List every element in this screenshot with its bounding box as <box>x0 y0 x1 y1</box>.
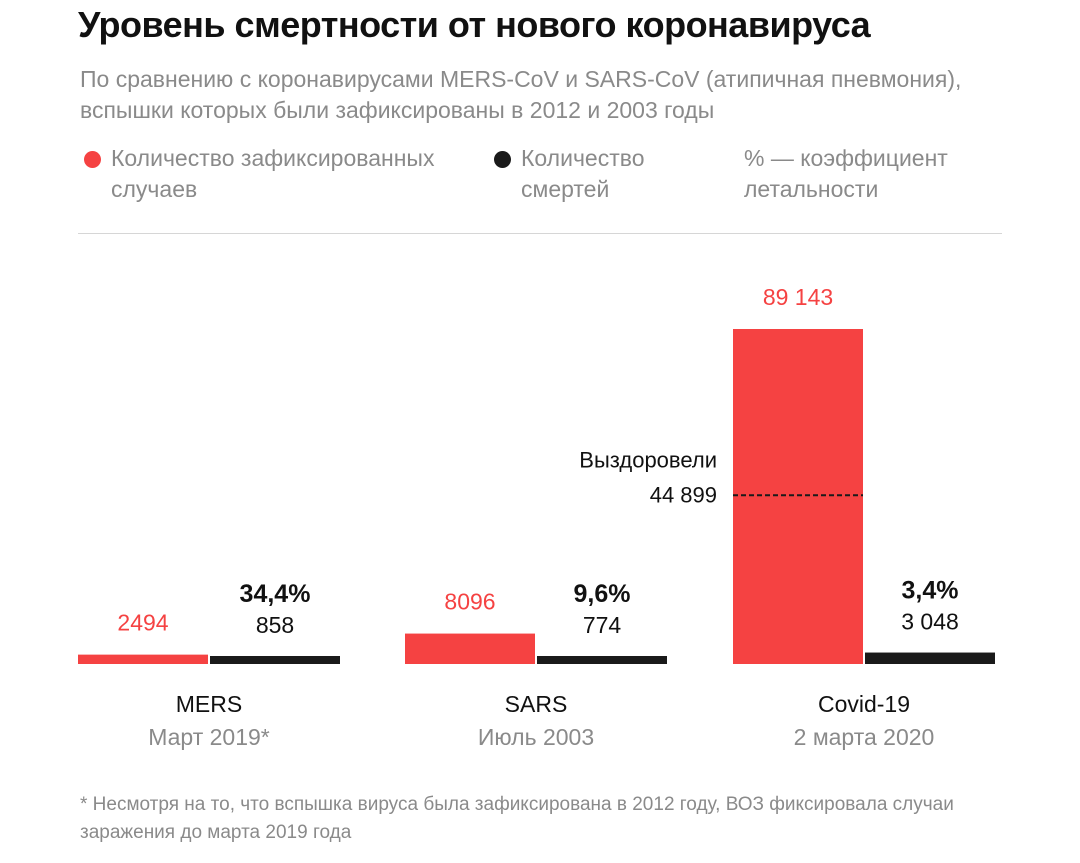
legend-dot-deaths <box>494 151 511 168</box>
data-label-deaths: 858 <box>256 612 294 638</box>
data-label-rate: 9,6% <box>574 580 631 608</box>
data-label-rate: 3,4% <box>902 577 959 605</box>
bar-deaths-sars <box>537 656 667 664</box>
category-label: SARS <box>505 691 568 717</box>
bar-cases-mers <box>78 654 208 664</box>
legend-item-deaths: Количество смертей <box>494 143 721 205</box>
legend-item-rate: % — коэффициент летальности <box>744 143 1004 205</box>
bar-deaths-mers <box>210 656 340 664</box>
data-label-rate: 34,4% <box>240 580 311 608</box>
footnote: * Несмотря на то, что вспышка вируса был… <box>80 794 954 843</box>
bar-cases-sars <box>405 633 535 664</box>
category-date-label: 2 марта 2020 <box>794 724 935 750</box>
category-label: MERS <box>176 691 242 717</box>
data-label-cases: 8096 <box>444 589 495 615</box>
legend-label-deaths: Количество смертей <box>521 145 645 202</box>
legend-label-cases: Количество зафиксированных случаев <box>111 145 435 202</box>
bar-deaths-covid-19 <box>865 652 995 664</box>
chart-subtitle: По сравнению с коронавирусами MERS-CoV и… <box>80 66 962 123</box>
legend-dot-cases <box>84 151 101 168</box>
recovered-label: Выздоровели <box>579 447 717 472</box>
legend-item-cases: Количество зафиксированных случаев <box>84 143 451 205</box>
data-label-deaths: 3 048 <box>901 609 959 635</box>
category-date-label: Июль 2003 <box>478 724 594 750</box>
header-divider <box>78 233 1002 234</box>
chart-title: Уровень смертности от нового коронавирус… <box>78 4 871 45</box>
data-label-cases: 2494 <box>117 610 168 636</box>
category-label: Covid-19 <box>818 691 910 717</box>
category-date-label: Март 2019* <box>148 724 270 750</box>
data-label-deaths: 774 <box>583 612 622 638</box>
recovered-value: 44 899 <box>650 482 717 507</box>
legend-label-rate: % — коэффициент летальности <box>744 145 948 202</box>
data-label-cases: 89 143 <box>763 284 833 310</box>
bar-cases-covid-19 <box>733 329 863 664</box>
